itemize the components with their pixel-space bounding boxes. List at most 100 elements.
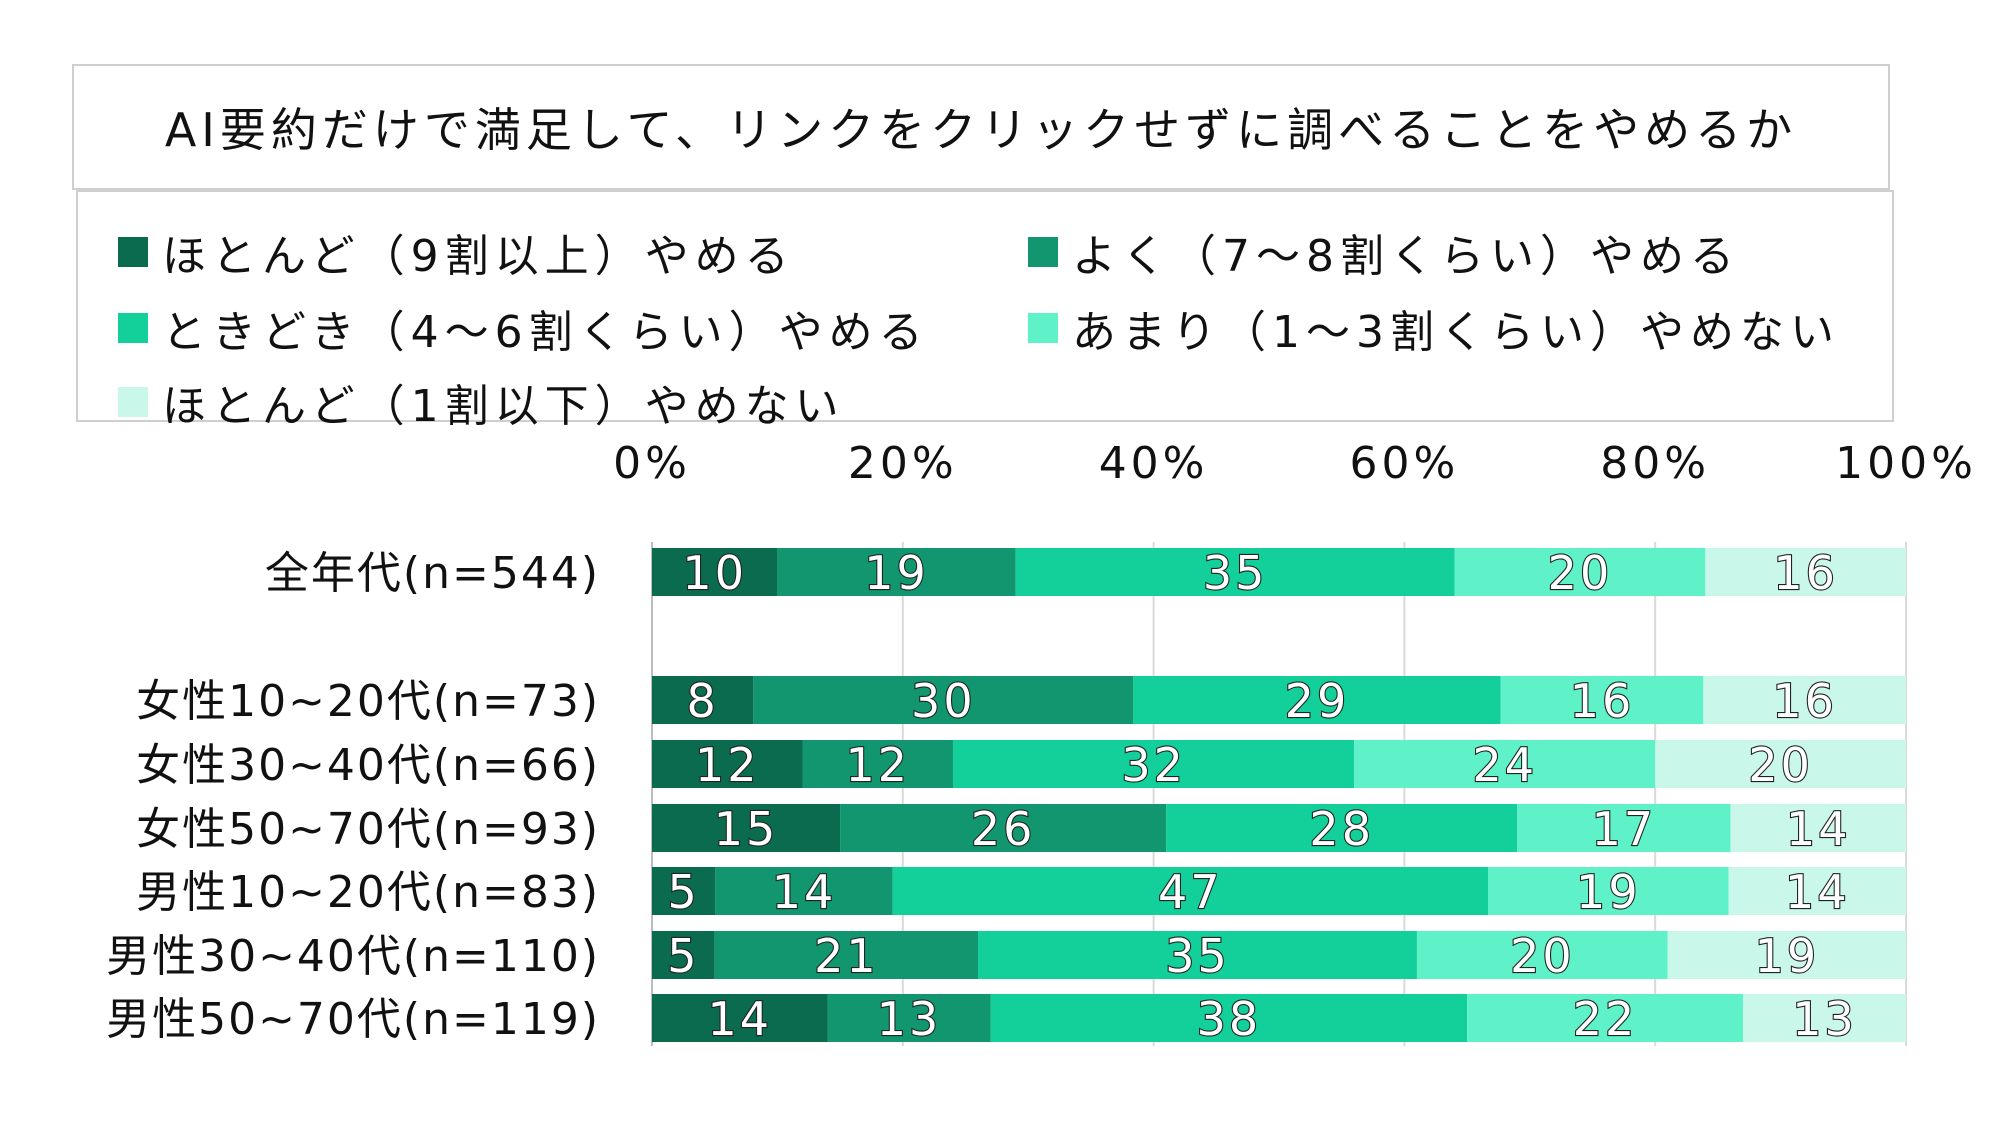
chart-title-box: AI要約だけで満足して、リンクをクリックせずに調べることをやめるか: [72, 64, 1890, 190]
bar-segment: [777, 548, 1016, 596]
bar-segment: [840, 804, 1167, 852]
bar-segment: [827, 994, 991, 1042]
legend-swatch-series-2: [1028, 237, 1058, 267]
x-tick-label: 80%: [1600, 438, 1710, 489]
category-label: 全年代(n=544): [265, 548, 600, 599]
category-label: 女性30~40代(n=66): [136, 740, 600, 791]
legend-label-series-1: ほとんど（9割以上）やめる: [162, 231, 795, 282]
bar-segment: [802, 740, 953, 788]
data-label: 30: [911, 674, 976, 728]
bar-segment: [652, 740, 803, 788]
data-label: 15: [714, 802, 779, 856]
bar-segment: [1354, 740, 1656, 788]
category-label: 男性50~70代(n=119): [106, 994, 600, 1045]
data-label: 26: [971, 802, 1036, 856]
data-label: 35: [1203, 546, 1268, 600]
data-label: 12: [845, 738, 910, 792]
bar-segment: [1703, 676, 1906, 724]
data-label: 14: [1785, 865, 1850, 919]
legend-label-series-4: あまり（1～3割くらい）やめない: [1072, 307, 1840, 358]
bar-segment: [1454, 548, 1706, 596]
legend-swatch-series-3: [118, 313, 148, 343]
data-label: 16: [1773, 546, 1838, 600]
x-tick-label: 60%: [1350, 438, 1460, 489]
data-label: 47: [1158, 865, 1223, 919]
bar-segment: [714, 931, 979, 979]
data-label: 24: [1472, 738, 1537, 792]
bar-segment: [1015, 548, 1455, 596]
data-label: 5: [668, 865, 700, 919]
legend-swatch-series-1: [118, 237, 148, 267]
legend-item-series-2: よく（7～8割くらい）やめる: [1028, 226, 1740, 282]
legend-label-series-2: よく（7～8割くらい）やめる: [1072, 231, 1740, 282]
data-label: 20: [1548, 546, 1613, 600]
bar-segment: [1655, 740, 1906, 788]
legend-label-series-5: ほとんど（1割以下）やめない: [162, 381, 845, 432]
x-tick-label: 20%: [848, 438, 958, 489]
bar-segment: [652, 676, 754, 724]
bar-segment: [1500, 676, 1704, 724]
bar-segment: [715, 867, 893, 915]
data-label: 16: [1772, 674, 1837, 728]
legend-item-series-4: あまり（1～3割くらい）やめない: [1028, 302, 1840, 358]
data-label: 38: [1197, 992, 1262, 1046]
bar-segment: [1517, 804, 1731, 852]
legend: ほとんど（9割以上）やめる よく（7～8割くらい）やめる ときどき（4～6割くら…: [76, 190, 1894, 432]
data-label: 8: [687, 674, 719, 728]
data-label: 19: [1755, 929, 1820, 983]
bar-segment: [652, 548, 778, 596]
bar-segment: [1166, 804, 1518, 852]
data-label: 14: [772, 865, 837, 919]
data-label: 29: [1285, 674, 1350, 728]
bar-segment: [652, 867, 716, 915]
bar-segment: [1667, 931, 1906, 979]
bar-segment: [652, 804, 841, 852]
x-tick-label: 40%: [1099, 438, 1209, 489]
data-label: 28: [1309, 802, 1374, 856]
x-tick-label: 0%: [613, 438, 691, 489]
bar-segment: [1705, 548, 1906, 596]
legend-item-series-1: ほとんど（9割以上）やめる: [118, 226, 795, 282]
data-label: 20: [1510, 929, 1575, 983]
data-label: 13: [1792, 992, 1857, 1046]
bar-segment: [1742, 994, 1906, 1042]
data-label: 13: [877, 992, 942, 1046]
bar-segment: [753, 676, 1134, 724]
bar-segment: [1730, 804, 1906, 852]
bar-segment: [1467, 994, 1743, 1042]
bar-segment: [652, 994, 828, 1042]
data-label: 32: [1121, 738, 1186, 792]
bar-segment: [892, 867, 1488, 915]
data-label: 14: [1786, 802, 1851, 856]
category-label: 女性10~20代(n=73): [136, 676, 600, 727]
data-label: 20: [1748, 738, 1813, 792]
bar-segment: [1728, 867, 1906, 915]
category-label: 男性10~20代(n=83): [136, 867, 600, 918]
data-label: 35: [1165, 929, 1230, 983]
bar-segment: [978, 931, 1417, 979]
data-label: 14: [708, 992, 773, 1046]
legend-label-series-3: ときどき（4～6割くらい）やめる: [162, 307, 929, 358]
bar-segment: [952, 740, 1355, 788]
bar-segment: [990, 994, 1468, 1042]
legend-item-series-3: ときどき（4～6割くらい）やめる: [118, 302, 929, 358]
data-label: 5: [667, 929, 699, 983]
data-label: 22: [1573, 992, 1638, 1046]
category-label: 女性50~70代(n=93): [136, 804, 600, 855]
data-label: 17: [1592, 802, 1657, 856]
data-label: 21: [814, 929, 879, 983]
legend-item-series-5: ほとんど（1割以下）やめない: [118, 376, 845, 432]
legend-swatch-series-5: [118, 387, 148, 417]
data-label: 10: [682, 546, 747, 600]
bar-segment: [1133, 676, 1501, 724]
category-label: 男性30~40代(n=110): [106, 931, 600, 982]
bar-segment: [652, 931, 715, 979]
data-label: 19: [864, 546, 929, 600]
chart-title: AI要約だけで満足して、リンクをクリックせずに調べることをやめるか: [164, 103, 1798, 157]
bar-segment: [1488, 867, 1729, 915]
x-tick-label: 100%: [1835, 438, 1977, 489]
data-label: 16: [1570, 674, 1635, 728]
data-label: 19: [1576, 865, 1641, 919]
legend-swatch-series-4: [1028, 313, 1058, 343]
